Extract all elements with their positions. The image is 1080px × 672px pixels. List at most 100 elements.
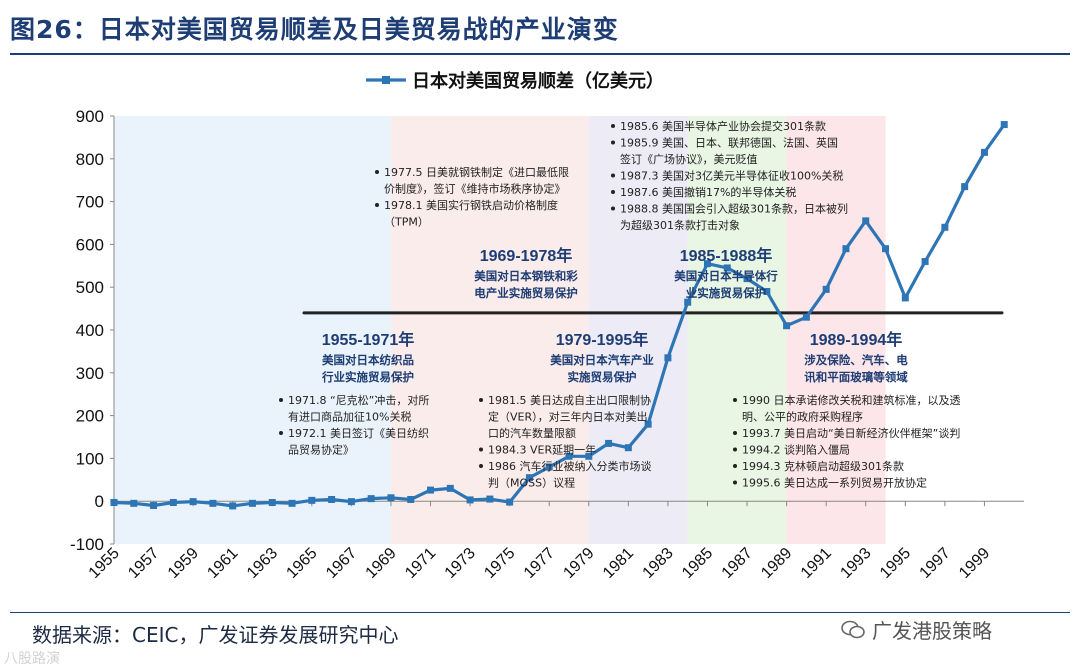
event-note-line: 1984.3 VER延期一年 bbox=[488, 443, 596, 457]
period-band-5 bbox=[786, 116, 886, 544]
data-point bbox=[169, 498, 177, 506]
x-tick-label: 1975 bbox=[481, 545, 518, 582]
data-point bbox=[565, 452, 573, 460]
event-note-line: 1987.3 美国对3亿美元半导体征收100%关税 bbox=[620, 169, 843, 183]
data-point bbox=[229, 502, 237, 510]
event-note-line: 1972.1 美日签订《美日纺织 bbox=[288, 426, 429, 440]
data-point bbox=[901, 294, 909, 302]
y-tick-label: 500 bbox=[76, 278, 104, 297]
data-point bbox=[703, 260, 711, 268]
y-tick-label: -100 bbox=[70, 535, 104, 554]
data-point bbox=[743, 275, 751, 283]
data-point bbox=[585, 452, 593, 460]
figure-title: 图26：日本对美国贸易顺差及日美贸易战的产业演变 bbox=[10, 15, 619, 44]
series-line bbox=[113, 123, 1006, 508]
x-tick-label: 1993 bbox=[837, 545, 874, 582]
data-point bbox=[941, 223, 949, 231]
data-point bbox=[921, 258, 929, 266]
data-point bbox=[783, 322, 791, 330]
data-point bbox=[545, 463, 553, 471]
x-tick-label: 1981 bbox=[600, 545, 637, 582]
event-note-line: 明、公平的政府采购程序 bbox=[742, 410, 863, 424]
data-point bbox=[525, 474, 533, 482]
event-note-line: 1985.6 美国半导体产业协会提交301条款 bbox=[620, 119, 826, 133]
period-heading: 1969-1978年 bbox=[480, 246, 573, 265]
period-band-2 bbox=[390, 116, 589, 544]
event-note-line: （TPM） bbox=[384, 216, 429, 229]
event-note-line: 签订《广场协议》，美元贬值 bbox=[620, 152, 758, 166]
watermark-text: 广发港股策略 bbox=[872, 618, 992, 643]
data-point bbox=[506, 498, 514, 506]
y-tick-label: 300 bbox=[76, 364, 104, 383]
data-point bbox=[624, 444, 632, 452]
data-point bbox=[150, 501, 158, 509]
note-bullet bbox=[375, 170, 379, 174]
period-heading: 1985-1988年 bbox=[680, 246, 773, 265]
event-note-line: 价制度》，签订《维持市场秩序协定》 bbox=[384, 182, 566, 196]
x-tick-label: 1963 bbox=[244, 545, 281, 582]
watermark-secondary: 八股路演 bbox=[4, 651, 60, 667]
data-point bbox=[723, 264, 731, 272]
note-bullet bbox=[279, 398, 283, 402]
x-tick-label: 1957 bbox=[125, 545, 162, 582]
event-note-line: 为超级301条款打击对象 bbox=[620, 218, 740, 232]
note-bullet bbox=[375, 203, 379, 207]
event-note-line: 1993.7 美日启动“美日新经济伙伴框架”谈判 bbox=[742, 426, 960, 440]
data-point bbox=[486, 495, 494, 503]
x-tick-label: 1961 bbox=[204, 545, 241, 582]
period-heading: 1955-1971年 bbox=[322, 330, 415, 349]
y-tick-label: 700 bbox=[76, 193, 104, 212]
legend-marker bbox=[382, 76, 390, 84]
data-point bbox=[367, 495, 375, 503]
event-note-line: 判（MOSS）议程 bbox=[488, 477, 575, 490]
period-subtitle: 实施贸易保护 bbox=[568, 370, 637, 384]
x-tick-label: 1983 bbox=[640, 545, 677, 582]
data-point bbox=[605, 439, 613, 447]
data-point bbox=[980, 148, 988, 156]
period-subtitle: 美国对日本汽车产业 bbox=[550, 353, 654, 367]
x-tick-label: 1967 bbox=[323, 545, 360, 582]
wechat-icon bbox=[841, 620, 865, 639]
y-tick-label: 0 bbox=[95, 492, 104, 511]
data-point bbox=[822, 285, 830, 293]
data-point bbox=[268, 498, 276, 506]
x-tick-label: 1977 bbox=[521, 545, 558, 582]
event-note-line: 品贸易协定》 bbox=[288, 443, 354, 457]
note-bullet bbox=[479, 398, 483, 402]
watermark: 广发港股策略 bbox=[840, 616, 1060, 643]
y-tick-label: 400 bbox=[76, 321, 104, 340]
event-note-line: 1977.5 日美就钢铁制定《进口最低限 bbox=[384, 165, 569, 179]
data-point bbox=[763, 287, 771, 295]
note-bullet bbox=[733, 431, 737, 435]
note-bullet bbox=[733, 398, 737, 402]
event-note-line: 1988.8 美国国会引入超级301条款，日本被列 bbox=[620, 202, 848, 216]
data-point bbox=[288, 499, 296, 507]
period-subtitle: 美国对日本钢铁和彩 bbox=[474, 269, 578, 283]
x-tick-label: 1987 bbox=[719, 545, 756, 582]
period-subtitle: 电产业实施贸易保护 bbox=[474, 286, 578, 300]
data-point bbox=[1000, 121, 1008, 129]
x-tick-label: 1965 bbox=[283, 545, 320, 582]
y-tick-label: 200 bbox=[76, 407, 104, 426]
note-bullet bbox=[611, 206, 615, 211]
source-note: 数据来源：CEIC，广发证券发展研究中心 bbox=[32, 623, 399, 647]
x-tick-label: 1995 bbox=[877, 545, 914, 582]
data-point bbox=[802, 313, 810, 321]
data-point bbox=[961, 183, 969, 191]
note-bullet bbox=[479, 447, 483, 452]
event-note-line: 口的汽车数量限额 bbox=[488, 426, 576, 440]
note-bullet bbox=[611, 173, 615, 178]
note-bullet bbox=[733, 480, 737, 485]
x-tick-label: 1971 bbox=[402, 545, 439, 582]
data-point bbox=[644, 420, 652, 428]
event-note-line: 1987.6 美国撤销17%的半导体关税 bbox=[620, 185, 796, 199]
event-note-line: 1994.3 克林顿启动超级301条款 bbox=[742, 459, 904, 473]
event-note-line: 1971.8 “尼克松”冲击，对所 bbox=[288, 393, 429, 407]
period-subtitle: 讯和平面玻璃等领域 bbox=[804, 370, 908, 384]
event-note-line: 1995.6 美日达成一系列贸易开放协定 bbox=[742, 476, 927, 490]
data-point bbox=[664, 354, 672, 362]
data-point bbox=[842, 245, 850, 253]
x-tick-label: 1991 bbox=[798, 545, 835, 582]
x-tick-label: 1997 bbox=[917, 545, 954, 582]
note-bullet bbox=[611, 140, 615, 145]
